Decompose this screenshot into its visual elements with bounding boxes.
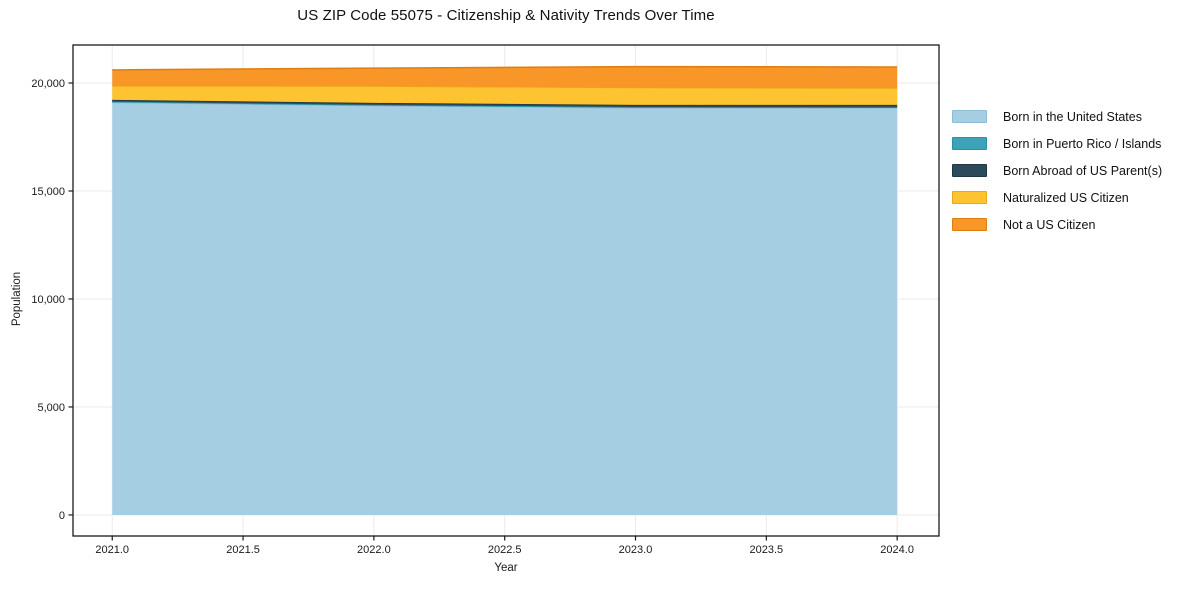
y-tick-label: 5,000 [37,402,65,414]
x-tick-label: 2021.5 [226,544,260,556]
y-tick-label: 10,000 [31,294,65,306]
legend-swatch-icon [952,191,987,204]
legend-swatch-icon [952,164,987,177]
x-tick-label: 2021.0 [95,544,129,556]
legend-item: Born in Puerto Rico / Islands [952,130,1162,157]
legend-swatch-icon [952,110,987,123]
legend-item-label: Not a US Citizen [1003,217,1096,232]
legend-swatch-icon [952,137,987,150]
legend-item-label: Born in Puerto Rico / Islands [1003,136,1162,151]
x-tick-label: 2022.5 [488,544,522,556]
legend-item-label: Born Abroad of US Parent(s) [1003,163,1163,178]
chart-title: US ZIP Code 55075 - Citizenship & Nativi… [297,7,715,24]
area-edge-not-a-us-citizen [112,65,898,71]
legend-item: Born in the United States [952,103,1162,130]
legend-item-label: Born in the United States [1003,109,1142,124]
x-tick-label: 2022.0 [357,544,391,556]
x-tick-label: 2023.0 [619,544,653,556]
legend: Born in the United States Born in Puerto… [952,103,1162,238]
area-born-in-the-united-states [112,102,898,515]
y-tick-label: 0 [59,510,65,522]
legend-swatch-icon [952,218,987,231]
area-naturalized-us-citizen [112,85,898,105]
plot-frame [72,44,940,537]
y-tick-label: 15,000 [31,186,65,198]
legend-item: Naturalized US Citizen [952,184,1162,211]
x-tick-label: 2023.5 [749,544,783,556]
legend-item-label: Naturalized US Citizen [1003,190,1129,205]
legend-item: Born Abroad of US Parent(s) [952,157,1162,184]
x-tick-label: 2024.0 [880,544,914,556]
y-tick-label: 20,000 [31,78,65,90]
x-axis-label: Year [494,562,518,574]
y-axis-label: Population [11,271,23,327]
area-not-a-us-citizen [112,66,898,88]
legend-item: Not a US Citizen [952,211,1162,238]
